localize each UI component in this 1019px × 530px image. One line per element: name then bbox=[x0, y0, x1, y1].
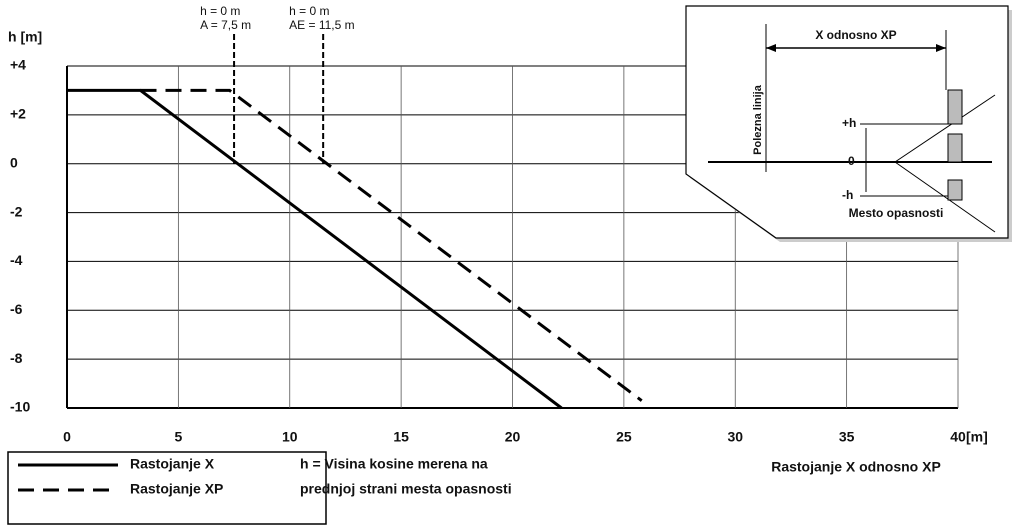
series-line bbox=[141, 90, 642, 400]
note: h = Visina kosine merena na bbox=[300, 456, 488, 472]
y-tick-label: +2 bbox=[10, 106, 26, 122]
legend-label: Rastojanje X bbox=[130, 456, 215, 472]
x-tick-label: 15 bbox=[393, 429, 409, 445]
x-unit: [m] bbox=[966, 429, 988, 445]
x-tick-label: 25 bbox=[616, 429, 632, 445]
x-tick-label: 5 bbox=[174, 429, 182, 445]
inset-block bbox=[948, 90, 962, 124]
y-tick-label: -6 bbox=[10, 301, 23, 317]
y-tick-label: +4 bbox=[10, 57, 26, 73]
inset-label: +h bbox=[842, 116, 856, 130]
inset-label: -h bbox=[842, 188, 853, 202]
annotation: A = 7,5 m bbox=[200, 18, 251, 32]
annotation: AE = 11,5 m bbox=[289, 18, 354, 32]
annotation: h = 0 m bbox=[200, 4, 240, 18]
x-tick-label: 35 bbox=[839, 429, 855, 445]
y-tick-label: -2 bbox=[10, 203, 23, 219]
inset-label: Polezna linija bbox=[752, 84, 764, 155]
y-tick-label: -10 bbox=[10, 399, 30, 415]
y-tick-label: 0 bbox=[10, 154, 18, 170]
x-tick-label: 10 bbox=[282, 429, 298, 445]
inset-label: 0 bbox=[848, 154, 855, 168]
inset-label: X odnosno XP bbox=[815, 28, 896, 42]
x-axis-label: Rastojanje X odnosno XP bbox=[771, 459, 941, 475]
inset: X odnosno XP Polezna linija +h 0 -h Mest… bbox=[686, 6, 1012, 242]
y-tick-label: -8 bbox=[10, 350, 23, 366]
y-tick-label: -4 bbox=[10, 252, 23, 268]
note: prednjoj strani mesta opasnosti bbox=[300, 481, 512, 497]
annotation: h = 0 m bbox=[289, 4, 329, 18]
inset-block bbox=[948, 134, 962, 162]
x-tick-label: 0 bbox=[63, 429, 71, 445]
y-axis-label: h [m] bbox=[8, 29, 42, 45]
x-tick-label: 30 bbox=[727, 429, 743, 445]
x-tick-label: 40 bbox=[950, 429, 966, 445]
inset-block bbox=[948, 180, 962, 200]
chart: h [m] [m] Rastojanje X odnosno XP h = Vi… bbox=[0, 0, 1019, 530]
x-tick-label: 20 bbox=[505, 429, 521, 445]
series-line bbox=[67, 90, 562, 408]
inset-label: Mesto opasnosti bbox=[849, 206, 944, 220]
legend-label: Rastojanje XP bbox=[130, 481, 223, 497]
